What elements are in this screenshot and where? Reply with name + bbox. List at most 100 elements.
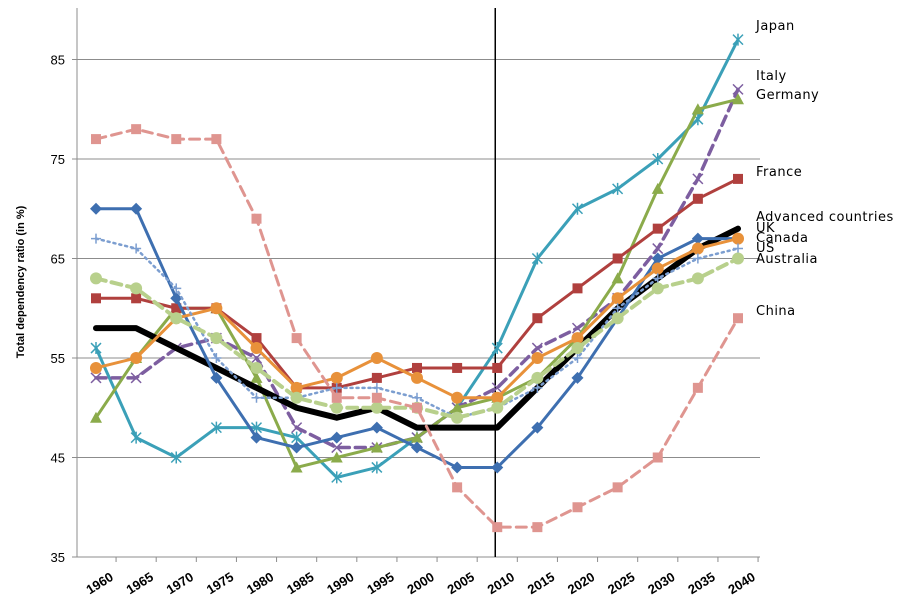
data-point-canada	[370, 352, 383, 364]
data-point-australia	[290, 391, 303, 404]
data-point-uk	[210, 371, 223, 384]
series-lines	[90, 33, 744, 533]
data-point-uk	[90, 202, 102, 215]
data-point-germany	[250, 371, 263, 383]
series-label-italy: Italy	[756, 69, 787, 84]
data-point-china	[412, 402, 422, 413]
data-point-japan	[371, 461, 383, 474]
data-point-germany	[732, 93, 744, 105]
data-point-france	[572, 283, 583, 294]
data-point-canada	[571, 332, 584, 345]
data-point-us	[331, 382, 342, 393]
data-point-france	[371, 372, 382, 383]
data-point-italy	[491, 382, 503, 394]
data-point-australia	[571, 342, 584, 355]
data-point-china	[211, 134, 222, 145]
y-tick-labels: 35 45 55 65 75 85	[51, 53, 65, 566]
x-tick-label: 1985	[284, 569, 316, 597]
data-point-uk	[290, 441, 303, 454]
data-point-france	[452, 362, 463, 373]
data-point-canada	[210, 302, 223, 315]
data-point-us	[131, 243, 142, 254]
data-point-us	[91, 233, 101, 244]
data-point-canada	[411, 371, 423, 384]
data-point-japan	[732, 33, 744, 46]
data-point-japan	[531, 252, 543, 265]
data-point-us	[211, 353, 222, 363]
data-point-germany	[290, 461, 303, 473]
x-tick-label: 2040	[725, 569, 757, 597]
data-point-germany	[651, 182, 664, 194]
data-point-uk	[250, 431, 263, 444]
data-point-uk	[531, 421, 544, 434]
data-point-france	[171, 303, 182, 314]
data-point-japan	[612, 182, 624, 195]
data-point-australia	[691, 272, 704, 285]
data-point-japan	[652, 153, 664, 165]
data-point-china	[532, 522, 543, 533]
data-point-italy	[732, 83, 744, 95]
data-point-canada	[651, 262, 664, 275]
data-point-italy	[531, 342, 543, 354]
data-point-uk	[130, 202, 143, 215]
data-point-uk	[451, 461, 464, 474]
data-point-us	[733, 243, 743, 254]
data-point-australia	[330, 401, 343, 414]
data-point-china	[652, 452, 663, 463]
data-point-china	[291, 333, 302, 344]
series-label-us: US	[756, 241, 775, 256]
data-point-japan	[90, 342, 102, 355]
series-france	[91, 173, 743, 393]
x-tick-label: 1995	[364, 569, 396, 597]
data-point-uk	[330, 431, 343, 444]
data-point-china	[572, 502, 583, 513]
data-point-canada	[611, 292, 624, 305]
data-point-australia	[210, 332, 223, 345]
data-point-australia	[370, 401, 383, 414]
data-point-italy	[90, 372, 102, 384]
data-point-germany	[411, 431, 423, 443]
data-point-us	[412, 392, 422, 403]
x-tick-label: 1975	[204, 569, 236, 597]
data-point-canada	[250, 342, 263, 355]
data-point-japan	[491, 342, 503, 355]
data-point-australia	[451, 411, 464, 424]
data-point-uk	[170, 292, 183, 305]
x-tick-label: 2020	[565, 569, 597, 597]
data-point-france	[733, 173, 743, 184]
data-point-canada	[330, 371, 343, 384]
data-point-china	[692, 382, 703, 393]
data-point-uk	[491, 461, 504, 474]
data-point-germany	[90, 411, 102, 423]
series-germany	[90, 93, 744, 473]
series-label-france: France	[756, 165, 802, 180]
data-point-france	[131, 293, 142, 304]
data-point-canada	[491, 391, 504, 404]
data-point-china	[91, 134, 101, 145]
x-tick-label: 2010	[485, 569, 517, 597]
data-point-france	[652, 223, 663, 234]
x-tick-label: 2015	[525, 569, 557, 597]
data-point-canada	[451, 391, 464, 404]
data-point-us	[371, 382, 382, 393]
data-point-japan	[210, 421, 222, 434]
data-point-canada	[130, 352, 143, 364]
data-point-germany	[691, 103, 704, 115]
data-point-canada	[290, 381, 303, 394]
x-tick-label: 2030	[645, 569, 677, 597]
series-label-australia: Australia	[756, 252, 818, 267]
series-label-china: China	[756, 304, 796, 319]
data-point-japan	[331, 471, 343, 484]
data-point-china	[331, 392, 342, 403]
y-tick-label: 65	[51, 252, 65, 267]
data-point-china	[492, 522, 503, 533]
data-point-germany	[451, 401, 464, 413]
series-label-japan: Japan	[755, 19, 795, 34]
data-point-canada	[531, 352, 544, 364]
data-point-france	[612, 253, 623, 264]
x-tick-label: 2025	[605, 569, 637, 597]
data-point-china	[612, 482, 623, 493]
data-point-japan	[170, 451, 182, 464]
x-tick-label: 1965	[124, 569, 156, 597]
data-point-us	[251, 392, 262, 403]
